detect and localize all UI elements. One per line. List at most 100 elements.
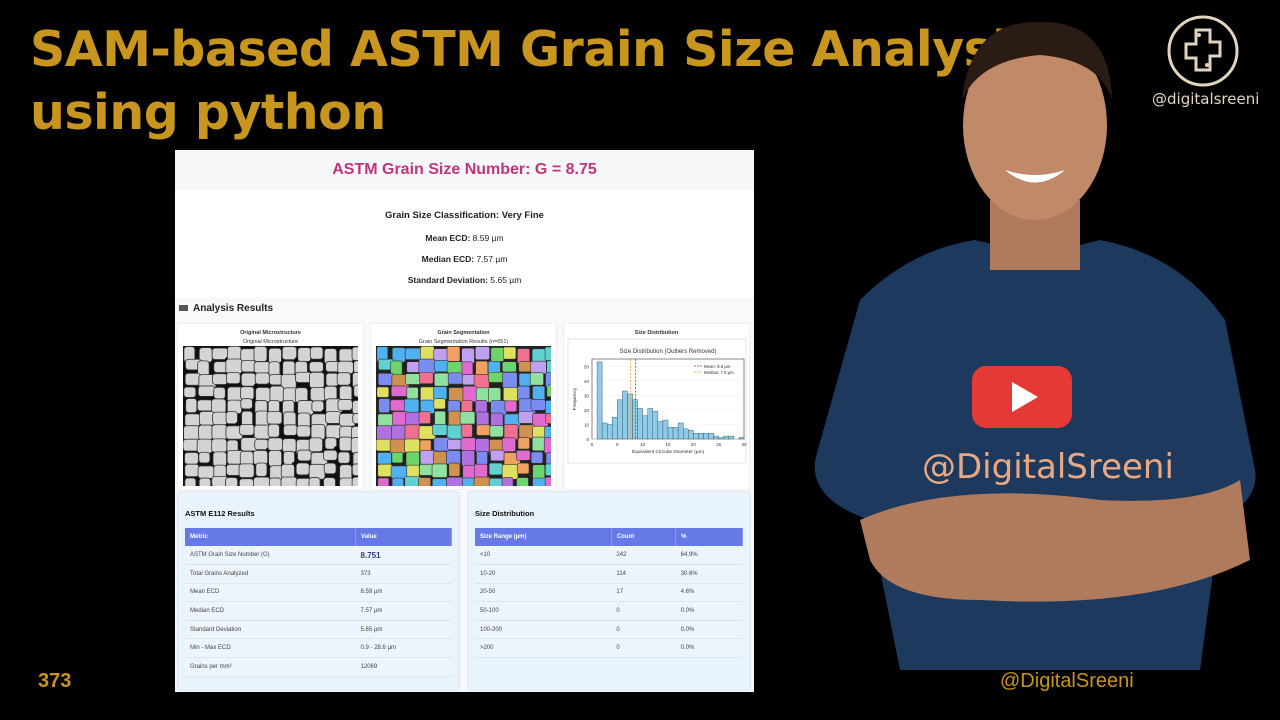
table-cell: 100-200 xyxy=(475,620,612,640)
table-cell: <10 xyxy=(475,546,612,566)
histogram-chart: Size Distribution (Outliers Removed) 0 10 2… xyxy=(567,338,747,464)
histogram-bar xyxy=(631,399,638,440)
analysis-results-heading: Analysis Results xyxy=(175,297,754,319)
table-cell: 8.59 µm xyxy=(355,583,452,603)
table-cell: 5.65 µm xyxy=(355,620,452,640)
x-tick-label: 0 xyxy=(590,442,593,447)
logo-handle: @digitalsreeni xyxy=(1152,90,1260,108)
table-row: Standard Deviation 5.65 µm xyxy=(185,620,452,640)
x-tick-label: 25 xyxy=(716,442,722,447)
histogram-bar xyxy=(601,422,607,440)
microstructure-image xyxy=(183,346,358,486)
y-tick-label: 40 xyxy=(583,379,589,384)
card-subtitle: Original Microstructure xyxy=(242,339,299,345)
channel-handle: @DigitalSreeni xyxy=(1000,670,1134,692)
table-cell: 242 xyxy=(611,546,676,566)
video-title: SAM-based ASTM Grain Size Analysis using … xyxy=(30,18,1038,144)
histogram-bar xyxy=(677,422,683,440)
table-row: 50-100 0 0.0% xyxy=(475,601,743,621)
table-cell: 0.0% xyxy=(675,601,743,621)
table-cell: 17 xyxy=(611,583,676,603)
histogram-bar xyxy=(647,408,653,440)
card-title: Original Microstructure xyxy=(240,330,301,336)
histogram-bar xyxy=(596,361,602,440)
astm-table: Metric Value ASTM Grain Size Number (G) 8.7… xyxy=(185,528,452,677)
histogram-bar xyxy=(621,390,628,440)
card-title: Size Distribution xyxy=(634,330,679,336)
stat-mean: Mean ECD: 8.59 µm xyxy=(425,233,504,243)
table-cell: 30.6% xyxy=(675,564,743,584)
app-panel: ASTM Grain Size Number: G = 8.75 Grain S… xyxy=(175,150,754,692)
table-cell: 0 xyxy=(611,620,676,640)
table-cell: 0.9 - 28.6 µm xyxy=(355,638,452,659)
table-cell: 114 xyxy=(611,564,676,584)
histogram-bar xyxy=(636,408,643,440)
table-row: Total Grains Analyzed 373 xyxy=(185,564,452,584)
x-tick-label: 30 xyxy=(741,442,747,447)
table-cell: Grains per mm² xyxy=(185,657,356,677)
card-original: Original Microstructure Original Microst… xyxy=(177,323,364,490)
table-cell: Min - Max ECD xyxy=(185,638,356,659)
y-axis-label: Frequency xyxy=(572,387,578,410)
table-row: <10 242 64.9% xyxy=(475,546,743,566)
histogram-bar xyxy=(611,416,618,440)
segmentation-image xyxy=(376,346,551,486)
chart-icon xyxy=(179,305,188,312)
chart-title: Size Distribution (Outliers Removed) xyxy=(619,349,716,355)
table-row: 20-50 17 4.6% xyxy=(475,583,743,603)
table-cell: 0.0% xyxy=(675,638,743,659)
episode-number: 373 xyxy=(38,670,72,692)
astm-title: ASTM E112 Results xyxy=(185,509,255,518)
table-row: >200 0 0.0% xyxy=(475,638,743,659)
card-distribution: Size Distribution Size Distribution (Out… xyxy=(563,323,750,490)
y-tick-label: 30 xyxy=(583,393,589,398)
histogram-bar xyxy=(641,415,648,440)
x-tick-label: 10 xyxy=(640,442,646,447)
table-cell: Median ECD xyxy=(185,601,356,621)
histogram-bar xyxy=(616,399,623,440)
x-axis-label: Equivalent Circular Diameter (µm) xyxy=(631,449,704,455)
histogram-bar xyxy=(687,430,694,440)
classification: Grain Size Classification: Very Fine xyxy=(385,210,544,221)
stat-std: Standard Deviation: 5.65 µm xyxy=(407,275,522,285)
table-cell: 0 xyxy=(611,601,676,621)
table-cell: 8.751 xyxy=(355,546,452,566)
table-row: Mean ECD 8.59 µm xyxy=(185,583,452,603)
title-line-2: using python xyxy=(30,84,386,141)
y-tick-label: 0 xyxy=(586,437,589,442)
table-cell: >200 xyxy=(475,638,612,659)
table-cell: 10-20 xyxy=(475,564,612,584)
y-tick-label: 20 xyxy=(583,408,589,413)
y-tick-label: 10 xyxy=(583,422,589,427)
shirt-text: @DigitalSreeni xyxy=(922,447,1174,487)
table-row: 10-20 114 30.6% xyxy=(475,564,743,584)
python-logo-icon xyxy=(1167,15,1239,87)
table-cell: ASTM Grain Size Number (G) xyxy=(185,546,356,566)
table-cell: Standard Deviation xyxy=(185,620,356,640)
table-cell: 20-50 xyxy=(475,583,612,603)
histogram-bar xyxy=(657,421,663,440)
histogram-bar xyxy=(738,437,744,440)
title-line-1: SAM-based ASTM Grain Size Analysis xyxy=(30,21,1038,78)
summary-section: Grain Size Classification: Very Fine Mea… xyxy=(175,190,754,297)
histogram-bar xyxy=(652,411,658,440)
histogram-bar xyxy=(702,432,709,440)
histogram-bar xyxy=(717,437,724,440)
histogram-bar xyxy=(712,435,719,440)
histogram-bar xyxy=(682,428,688,440)
histogram-bar xyxy=(626,393,633,440)
table-row: 100-200 0 0.0% xyxy=(475,620,743,640)
table-cell: 12069 xyxy=(355,657,452,677)
table-cell: 4.6% xyxy=(675,583,743,603)
dist-table: Size Range (µm) Count% <10 242 64.9% 10-20 114… xyxy=(475,528,743,659)
y-tick-label: 50 xyxy=(583,364,589,369)
table-cell: 373 xyxy=(355,564,452,584)
size-distribution-card: Size Distribution Size Range (µm) Count% <… xyxy=(467,491,751,691)
table-cell: 64.9% xyxy=(675,546,743,566)
table-row: Median ECD 7.57 µm xyxy=(185,601,452,621)
table-cell: 7.57 µm xyxy=(355,601,452,621)
table-cell: 50-100 xyxy=(475,601,612,621)
card-title: Grain Segmentation xyxy=(437,330,490,336)
card-segmentation: Grain Segmentation Grain Segmentation Re… xyxy=(370,323,557,490)
histogram-bar xyxy=(707,432,714,440)
